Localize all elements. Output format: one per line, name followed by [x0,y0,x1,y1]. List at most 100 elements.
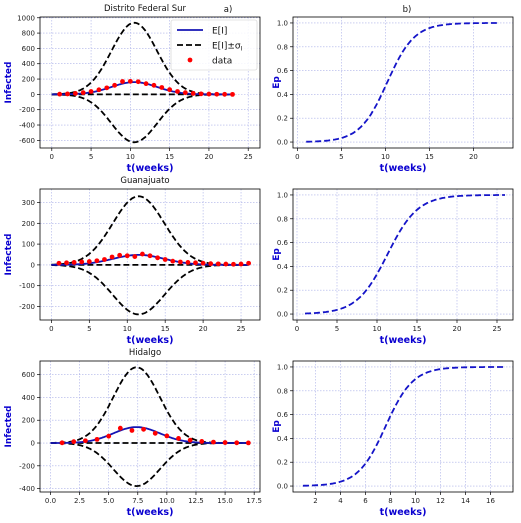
data-point [208,261,214,267]
data-point [185,260,191,265]
y-tick-label: 400 [22,394,35,402]
series-lower-band [50,442,249,488]
x-tick-label: 5 [335,325,339,333]
chart-title: Hidalgo [129,348,161,358]
data-point [94,436,100,442]
y-tick-label: -200 [19,462,35,470]
series-lower-band [51,93,233,144]
data-point [164,433,170,439]
y-tick-label: -100 [19,282,35,290]
data-point [96,87,102,93]
plot-frame [39,16,261,149]
series-ep-line [305,194,505,315]
y-tick-label: 0.2 [277,459,288,467]
data-point [112,82,118,88]
y-tick-label: 0.6 [277,239,289,247]
x-tick-label: 10 [126,153,135,161]
y-tick-label: -200 [19,303,35,311]
x-tick-label: 15 [165,153,174,161]
chart-title: Distrito Federal Sur [104,4,187,14]
series-mean-line [51,81,233,96]
data-point [94,258,100,264]
y-tick-label: 0.6 [277,67,289,75]
data-point [230,91,235,97]
y-tick-label: -200 [19,106,35,114]
data-point [199,439,205,444]
y-tick-label: 800 [22,30,35,38]
y-tick-label: 100 [22,241,35,249]
x-tick-label: 10 [381,153,390,161]
y-tick-label: 200 [22,417,35,425]
y-tick-label: 1000 [17,14,35,22]
panel-4: 0 5 10 15 20 25 0.0 0.2 0.4 0.6 0.8 1.0 t(weeks) Ep [272,188,514,346]
data-point [151,82,157,88]
x-tick-label: 25 [237,325,246,333]
legend-data-label: data [212,57,232,67]
data-point [231,261,236,267]
data-point [206,91,212,97]
plot-frame [292,16,514,149]
x-tick-label: 20 [204,153,213,161]
y-tick-label: 200 [22,220,35,228]
data-point [71,260,77,265]
x-tick-label: 15.0 [217,497,233,505]
data-point [155,255,160,261]
data-point [223,261,229,267]
data-point [117,252,123,258]
x-tick-label: 8 [388,497,392,505]
panel-5: 0.0 2.5 5.0 7.5 10.0 12.5 15.0 17.5 -400 -200 0 200… [4,348,262,518]
data-point [127,78,133,84]
data-point [147,253,153,259]
y-axis-label: Ep [272,248,282,261]
data-point [177,259,183,265]
data-point [246,260,252,266]
x-tick-label: 20 [453,325,462,333]
plot-frame [292,360,514,493]
x-tick-label: 2 [313,497,317,505]
y-tick-label: 0.8 [277,387,288,395]
data-point [132,254,138,259]
x-tick-label: 14 [461,497,470,505]
x-tick-label: 20 [469,153,478,161]
x-axis-label: t(weeks) [127,163,174,174]
data-point [193,260,198,266]
data-point [65,91,70,97]
x-tick-label: 10 [373,325,382,333]
data-point [71,439,77,445]
y-tick-label: 0 [31,91,35,99]
x-tick-label: 4 [338,497,343,505]
x-tick-label: 0 [295,325,299,333]
x-axis-label: t(weeks) [380,507,427,518]
data-point [190,91,196,96]
panel-1: 0 5 10 15 20 25 -600 -400 -200 0 200 400 600 800 1000 t… [4,4,261,174]
data-point [106,433,112,439]
data-point [234,440,240,446]
plot-frame [292,188,514,321]
x-axis-label: t(weeks) [127,507,174,518]
panel-2: 0 5 10 15 20 0.0 0.2 0.4 0.6 0.8 1.0 t(weeks) Ep [272,16,514,174]
data-point [222,91,228,97]
series-ep-line [302,366,503,487]
y-tick-label: 0.4 [277,263,289,271]
data-point [238,261,244,267]
y-tick-label: 0.6 [277,411,289,419]
data-point [159,85,165,90]
y-axis-label: Ep [272,76,282,89]
y-tick-label: 400 [22,60,35,68]
y-tick-label: 600 [22,371,35,379]
x-tick-label: 12.5 [188,497,204,505]
data-point [80,90,86,96]
data-point [82,438,88,444]
data-point [152,430,158,436]
data-point [215,261,221,267]
data-point [200,260,206,266]
data-point [140,251,145,257]
y-tick-label: 0.8 [277,43,288,51]
x-tick-label: 15 [425,153,434,161]
data-point [170,258,176,264]
y-tick-label: 0 [31,440,35,448]
x-axis-label: t(weeks) [127,335,174,346]
legend-box [170,19,258,71]
